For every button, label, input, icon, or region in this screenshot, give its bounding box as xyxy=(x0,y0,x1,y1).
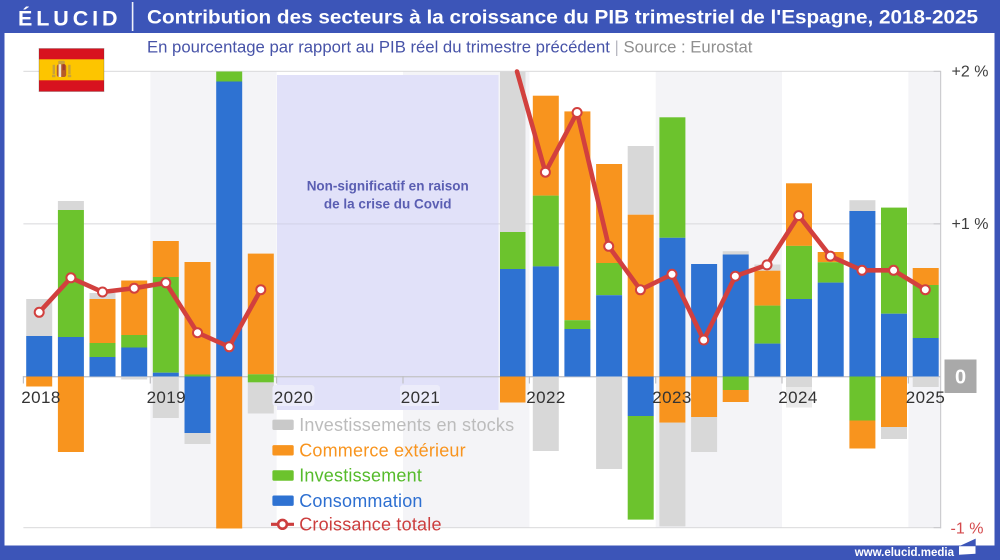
svg-text:2025: 2025 xyxy=(906,388,945,407)
svg-text:de la crise du Covid: de la crise du Covid xyxy=(324,197,452,212)
svg-text:Investissements en stocks: Investissements en stocks xyxy=(299,415,514,435)
svg-text:Contribution des secteurs à la: Contribution des secteurs à la croissanc… xyxy=(147,8,978,29)
svg-text:0: 0 xyxy=(955,367,966,389)
svg-text:+1 %: +1 % xyxy=(952,216,989,233)
svg-text:2023: 2023 xyxy=(652,388,691,407)
svg-text:2021: 2021 xyxy=(401,388,440,407)
svg-text:2022: 2022 xyxy=(526,388,565,407)
svg-text:2024: 2024 xyxy=(778,388,817,407)
svg-text:Commerce extérieur: Commerce extérieur xyxy=(299,441,466,461)
svg-text:Investissement: Investissement xyxy=(299,466,422,486)
svg-text:+2 %: +2 % xyxy=(952,64,989,81)
svg-text:-1 %: -1 % xyxy=(951,521,984,538)
svg-text:www.elucid.media: www.elucid.media xyxy=(854,547,955,559)
svg-text:Non-significatif en raison: Non-significatif en raison xyxy=(307,179,469,194)
svg-text:2019: 2019 xyxy=(147,388,186,407)
svg-text:ÉLUCID: ÉLUCID xyxy=(18,6,121,31)
svg-text:En pourcentage par rapport au: En pourcentage par rapport au PIB réel d… xyxy=(147,38,753,57)
svg-text:2018: 2018 xyxy=(21,388,60,407)
svg-text:Croissance totale: Croissance totale xyxy=(299,515,441,535)
svg-text:2020: 2020 xyxy=(274,388,313,407)
svg-text:Consommation: Consommation xyxy=(299,491,422,511)
